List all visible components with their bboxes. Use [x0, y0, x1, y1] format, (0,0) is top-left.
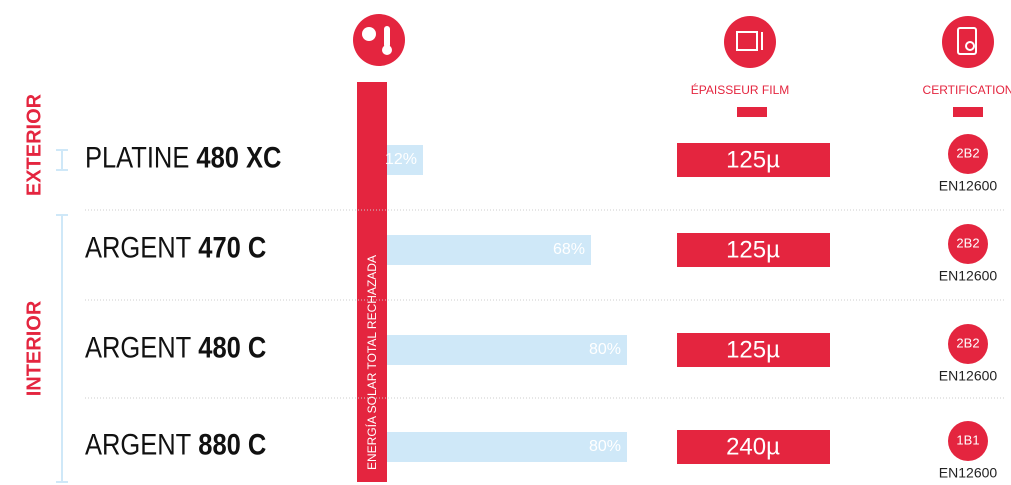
- product-name: ARGENT 480 C: [85, 331, 266, 364]
- cert-badge: [948, 134, 988, 174]
- thickness-box: [677, 430, 830, 464]
- bar: [387, 432, 627, 462]
- cert-header: CERTIFICATION: [923, 83, 1011, 97]
- thickness-label: 125µ: [726, 236, 780, 263]
- cert-badge: [948, 421, 988, 461]
- title-band: [357, 82, 387, 482]
- thickness-box: [677, 233, 830, 267]
- product-model: 480 C: [198, 331, 266, 364]
- product-line: PLATINE: [85, 141, 189, 174]
- solar-icon: [353, 14, 405, 66]
- product-name: ARGENT 880 C: [85, 428, 266, 461]
- cert-badge: [948, 224, 988, 264]
- group-label: EXTERIOR: [23, 93, 45, 196]
- value-label: 80%: [589, 341, 621, 358]
- header-marker: [953, 107, 983, 117]
- chart-title: ENERGÍA SOLAR TOTAL RECHAZADA: [364, 255, 379, 470]
- product-model: 880 C: [198, 428, 266, 461]
- header-marker: [737, 107, 767, 117]
- standard-label: EN12600: [939, 268, 998, 284]
- product-line: ARGENT: [85, 331, 191, 364]
- product-name: ARGENT 470 C: [85, 231, 266, 264]
- cert-label: 2B2: [956, 235, 979, 250]
- cert-badge: [948, 324, 988, 364]
- product-model: 470 C: [198, 231, 266, 264]
- thickness-label: 125µ: [726, 336, 780, 363]
- bar: [387, 145, 423, 175]
- bar: [387, 335, 627, 365]
- cert-icon: [942, 16, 994, 68]
- thickness-header: ÉPAISSEUR FILM: [691, 82, 789, 97]
- cert-label: 1B1: [956, 432, 979, 447]
- product-model: 480 XC: [196, 141, 281, 174]
- bar: [387, 235, 591, 265]
- thickness-icon: [724, 16, 776, 68]
- cert-label: 2B2: [956, 335, 979, 350]
- product-line: ARGENT: [85, 428, 191, 461]
- standard-label: EN12600: [939, 368, 998, 384]
- thickness-label: 240µ: [726, 433, 780, 460]
- group-label: INTERIOR: [23, 300, 45, 396]
- product-name: PLATINE 480 XC: [85, 141, 281, 174]
- thickness-label: 125µ: [726, 146, 780, 173]
- thickness-box: [677, 333, 830, 367]
- value-label: 12%: [385, 151, 417, 168]
- thickness-box: [677, 143, 830, 177]
- value-label: 80%: [589, 438, 621, 455]
- standard-label: EN12600: [939, 178, 998, 194]
- standard-label: EN12600: [939, 465, 998, 481]
- value-label: 68%: [553, 241, 585, 258]
- cert-label: 2B2: [956, 145, 979, 160]
- product-line: ARGENT: [85, 231, 191, 264]
